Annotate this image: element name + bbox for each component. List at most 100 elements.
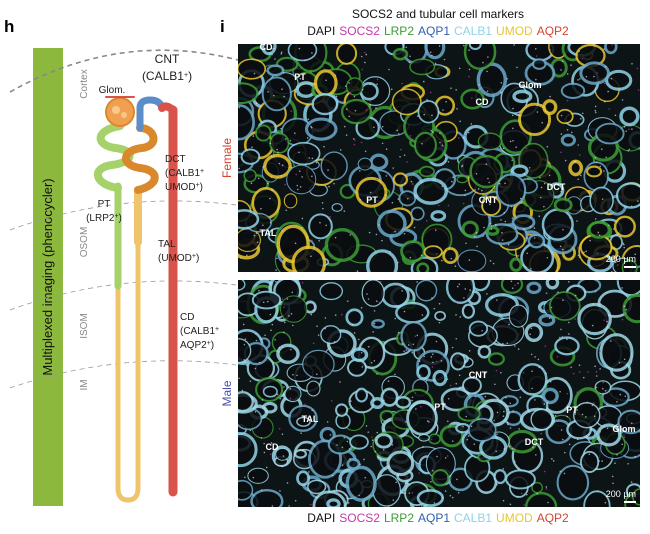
tubule	[415, 280, 438, 302]
tubule	[254, 124, 272, 142]
nucleus	[452, 176, 454, 179]
nucleus	[275, 280, 277, 283]
nucleus	[391, 444, 394, 446]
nucleus	[484, 372, 487, 375]
nucleus	[474, 189, 476, 191]
nucleus	[486, 70, 488, 73]
nucleus	[241, 389, 244, 392]
sex-label: Female	[220, 138, 234, 178]
nucleus	[502, 342, 504, 345]
tubule	[345, 465, 377, 502]
nucleus	[631, 128, 633, 130]
nucleus	[394, 230, 396, 233]
segment-label: CNT	[155, 52, 180, 66]
nucleus	[367, 298, 370, 300]
nucleus	[455, 382, 458, 385]
nucleus	[621, 318, 624, 321]
nucleus	[621, 287, 623, 289]
nucleus	[316, 325, 318, 327]
nucleus	[509, 402, 512, 405]
nucleus	[585, 250, 587, 253]
structure-annotation: PT	[566, 405, 578, 415]
nucleus	[433, 409, 436, 412]
nucleus	[285, 209, 288, 212]
nucleus	[254, 411, 257, 413]
nucleus	[599, 350, 601, 352]
nucleus	[574, 318, 577, 320]
nucleus	[547, 501, 549, 504]
nucleus	[520, 492, 523, 495]
nucleus	[361, 68, 364, 71]
nucleus	[304, 59, 306, 61]
nucleus	[482, 61, 484, 64]
nucleus	[329, 434, 332, 436]
tubule	[319, 282, 344, 301]
segment-label: (CALB1+	[165, 168, 204, 180]
nucleus	[306, 236, 309, 238]
nucleus	[467, 180, 470, 183]
nucleus	[469, 289, 471, 291]
nucleus	[319, 221, 321, 224]
nucleus	[603, 100, 606, 103]
nucleus	[508, 323, 510, 326]
nucleus	[481, 329, 483, 332]
segment-label: DCT	[165, 154, 186, 165]
nucleus	[429, 51, 432, 54]
nucleus	[608, 108, 610, 110]
nucleus	[252, 135, 255, 137]
tubule	[512, 89, 533, 104]
nucleus	[483, 226, 485, 229]
tubule	[573, 402, 601, 429]
tubule	[336, 44, 358, 65]
nucleus	[532, 81, 535, 84]
nucleus	[546, 145, 549, 148]
tubule	[250, 488, 284, 507]
nucleus	[489, 222, 492, 225]
nucleus	[397, 474, 400, 477]
nucleus	[301, 449, 304, 452]
nucleus	[603, 319, 605, 321]
nucleus	[535, 78, 537, 81]
nucleus	[260, 437, 263, 439]
nucleus	[611, 44, 613, 46]
nucleus	[588, 453, 591, 456]
nucleus	[347, 502, 350, 504]
nucleus	[401, 290, 403, 292]
nucleus	[411, 396, 414, 399]
nucleus	[409, 55, 411, 58]
nucleus	[381, 239, 383, 242]
nucleus	[254, 367, 257, 370]
nucleus	[502, 147, 505, 150]
nucleus	[623, 305, 626, 308]
nucleus	[368, 231, 371, 234]
nucleus	[530, 353, 533, 356]
nucleus	[588, 434, 590, 436]
tubule	[541, 387, 559, 405]
segment-label: (UMOD+)	[158, 253, 199, 265]
nucleus	[252, 476, 255, 479]
nucleus	[559, 390, 561, 393]
nucleus	[618, 361, 621, 364]
nucleus	[577, 254, 580, 257]
nucleus	[516, 66, 518, 69]
nucleus	[431, 366, 434, 368]
structure-annotation: DCT	[525, 437, 544, 447]
nucleus	[296, 374, 298, 377]
tubule	[423, 245, 443, 259]
nucleus	[334, 236, 337, 239]
nucleus	[526, 493, 528, 496]
nucleus	[466, 438, 469, 441]
structure-annotation: CNT	[469, 370, 488, 380]
tubule	[238, 82, 259, 105]
nucleus	[529, 333, 531, 336]
segment-label: (CALB1+	[180, 326, 219, 338]
nucleus	[577, 79, 579, 81]
nucleus	[343, 436, 346, 439]
tubule	[345, 77, 364, 96]
nucleus	[408, 61, 411, 64]
nucleus	[546, 402, 549, 404]
nucleus	[394, 373, 396, 376]
nucleus	[622, 242, 625, 245]
tubule	[500, 280, 524, 294]
nucleus	[295, 173, 298, 176]
